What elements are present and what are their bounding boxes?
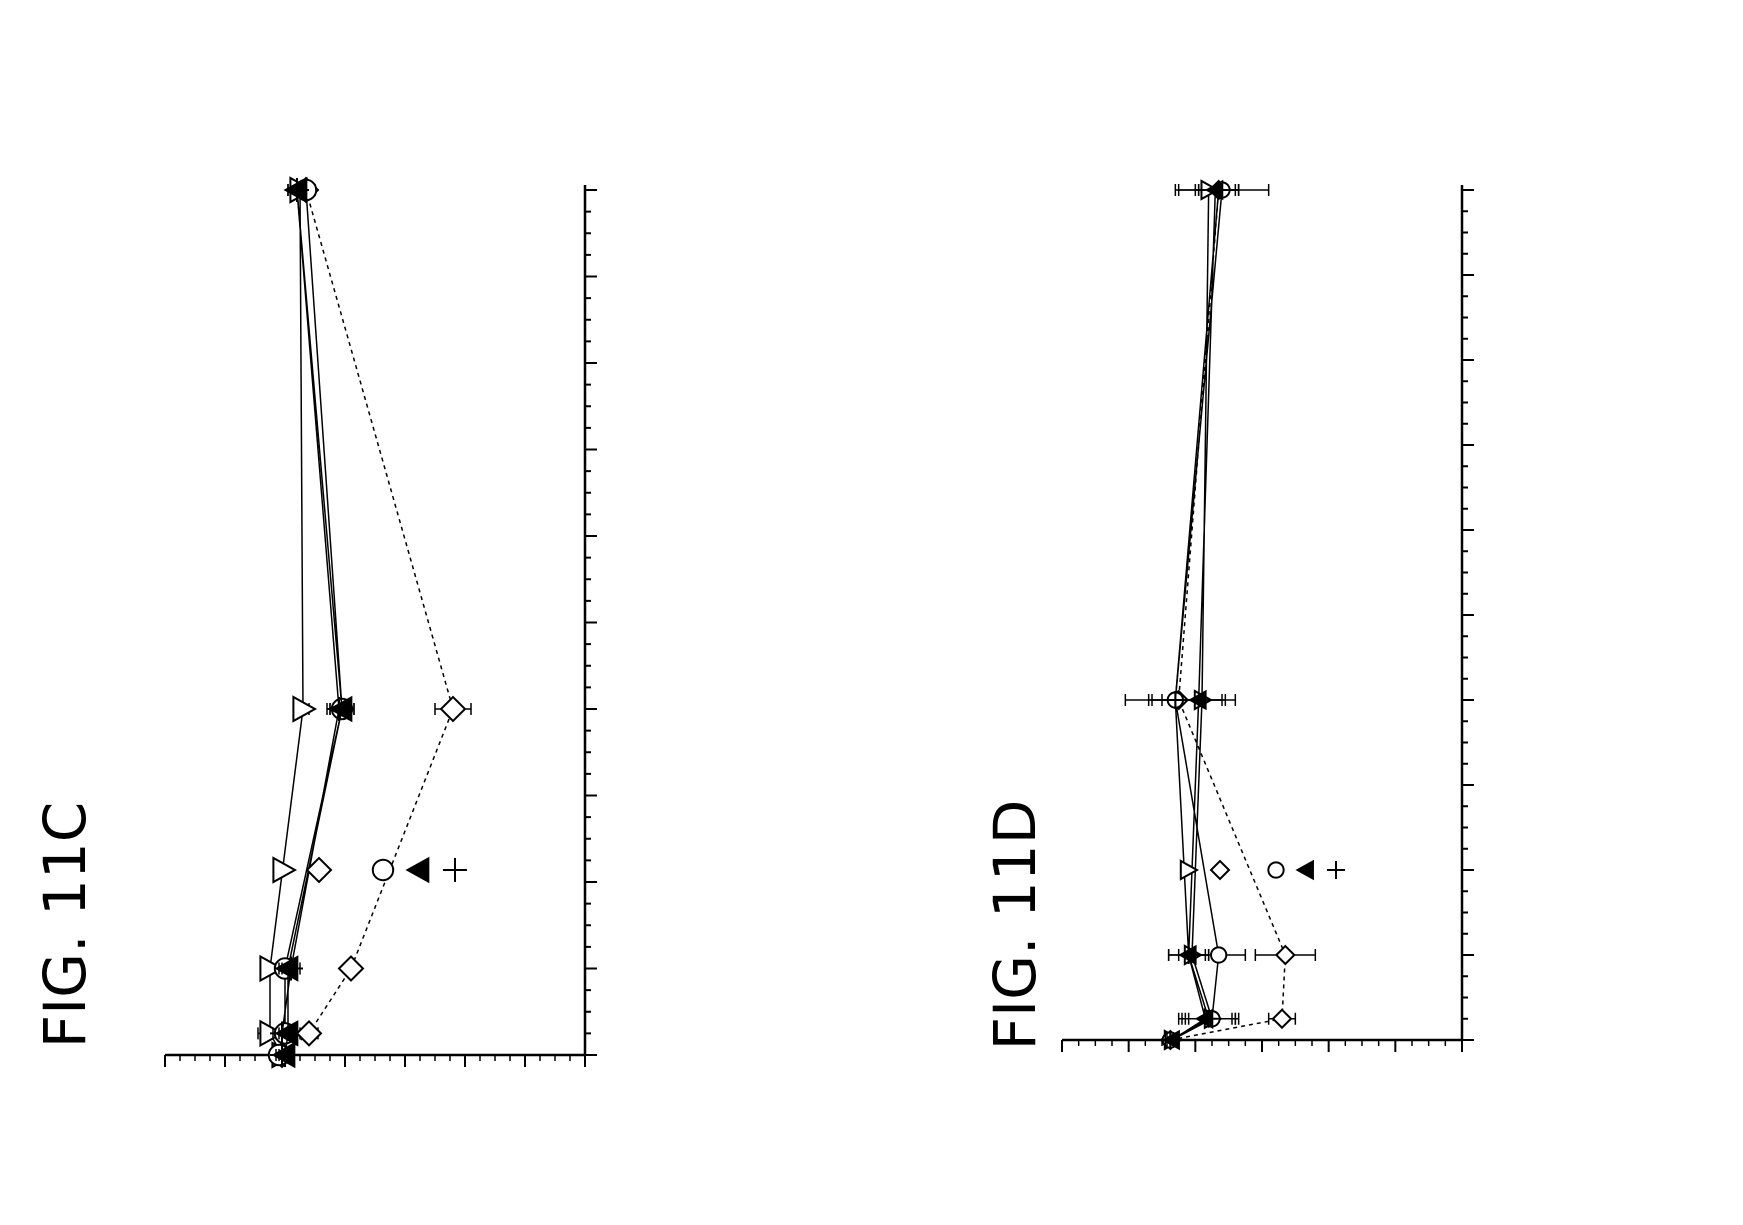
legend-marker-plus — [443, 858, 467, 882]
legend-marker-tri-up — [1295, 859, 1314, 881]
data-point — [1199, 1009, 1218, 1028]
legend-marker-plus — [1327, 861, 1345, 879]
legend-marker-circle — [1267, 861, 1285, 879]
data-point — [1161, 1031, 1180, 1049]
legend-marker-tri-down — [272, 856, 298, 884]
data-point — [270, 1043, 294, 1067]
data-point — [1274, 944, 1296, 966]
data-point — [439, 695, 467, 723]
series-line — [1171, 189, 1213, 1041]
data-point — [1179, 946, 1198, 964]
data-point — [279, 956, 303, 981]
chart-rbc — [164, 176, 597, 1069]
figure-label-11d: FIG. 11D — [981, 800, 1049, 1051]
series-line — [284, 189, 343, 1056]
data-point — [292, 695, 318, 723]
data-point — [1166, 691, 1185, 709]
series-tri-up — [1161, 179, 1237, 1051]
series-circle — [1124, 181, 1270, 1049]
legend-marker-tri-down — [1179, 859, 1200, 881]
series-line — [1169, 189, 1223, 1041]
series-line — [281, 189, 340, 1055]
data-point — [1210, 946, 1228, 964]
legend-marker-circle — [371, 858, 395, 882]
data-point — [327, 697, 351, 721]
series-plus — [270, 178, 352, 1067]
data-point — [1209, 181, 1228, 199]
legend — [1179, 859, 1345, 881]
data-point — [285, 178, 309, 202]
data-point — [270, 1021, 294, 1046]
data-point — [295, 1019, 323, 1047]
series-line — [1170, 189, 1287, 1041]
series-diamond — [1151, 179, 1317, 1051]
series-tri-up — [271, 176, 355, 1069]
series-line — [269, 189, 304, 1056]
legend — [272, 856, 467, 884]
charts-layer — [164, 176, 1474, 1069]
chart-platelets — [1061, 179, 1474, 1052]
data-point — [259, 954, 285, 983]
data-point — [337, 955, 365, 982]
legend-marker-tri-up — [405, 856, 430, 884]
series-plus — [1147, 181, 1240, 1049]
legend-marker-diamond — [1209, 859, 1231, 881]
legend-marker-diamond — [305, 856, 333, 884]
series-line — [281, 189, 454, 1056]
data-point — [1271, 1008, 1293, 1030]
figure-label-11c: FIG. 11C — [31, 802, 99, 1049]
